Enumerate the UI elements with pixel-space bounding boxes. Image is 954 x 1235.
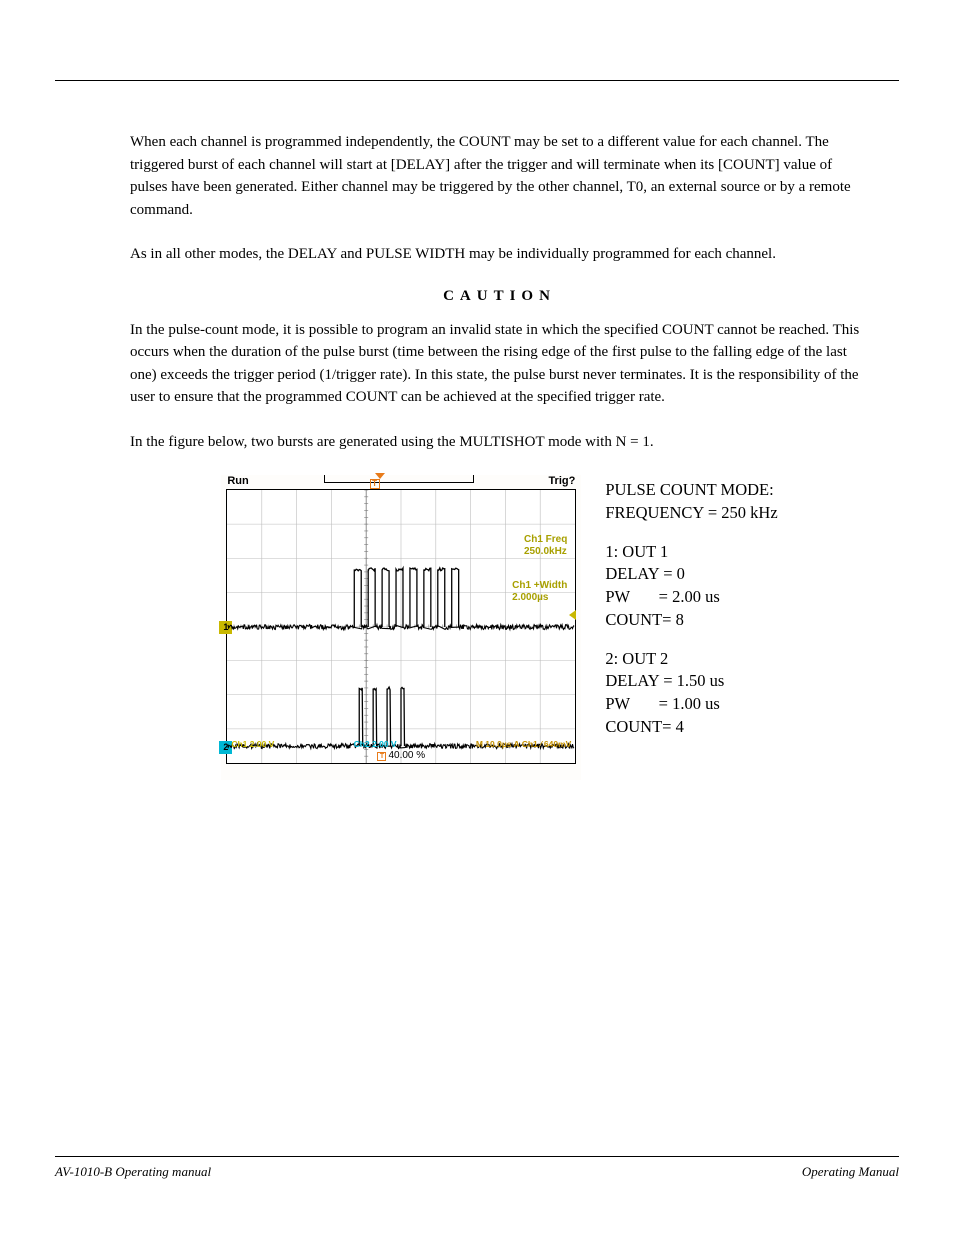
ch1-scale-label: Ch1 2.00 V — [231, 739, 274, 749]
footer-right: Operating Manual — [802, 1164, 899, 1180]
figure-row: Run T Trig? 1 2 Ch1 — [130, 475, 869, 780]
header-rule — [55, 80, 899, 81]
scope-grid: 1 2 Ch1 Freq 250.0kHz Ch1 +Width 2.000µs — [226, 489, 576, 764]
pretrigger-readout: T40.00 % — [227, 750, 575, 761]
trig-label: Trig? — [548, 475, 575, 487]
page-content: When each channel is programmed independ… — [130, 131, 869, 780]
oscilloscope-screenshot: Run T Trig? 1 2 Ch1 — [221, 475, 581, 780]
anno-out1-delay: DELAY = 0 — [605, 563, 777, 586]
pretrig-t-icon: T — [377, 752, 386, 761]
pretrig-value: 40.00 % — [388, 750, 425, 761]
scope-status-bar: Run T Trig? — [221, 475, 581, 489]
ch2-scale-label: Ch2 2.00 V — [354, 739, 397, 749]
record-bracket: T — [324, 475, 474, 483]
anno-out1-count: COUNT= 8 — [605, 609, 777, 632]
trigger-t-marker: T — [370, 479, 380, 489]
timebase-label: M 10.0µs A Ch1 ⁄ 640mV — [476, 739, 571, 749]
footer-rule — [55, 1156, 899, 1157]
paragraph-4: In the figure below, two bursts are gene… — [130, 431, 869, 454]
anno-out2-title: 2: OUT 2 — [605, 648, 777, 671]
anno-title: PULSE COUNT MODE: — [605, 479, 777, 502]
scope-readout-row: Ch1 2.00 V Ch2 2.00 V M 10.0µs A Ch1 ⁄ 6… — [231, 739, 571, 749]
anno-out2-count: COUNT= 4 — [605, 716, 777, 739]
footer-row: AV-1010-B Operating manual Operating Man… — [55, 1164, 899, 1180]
footer-left: AV-1010-B Operating manual — [55, 1164, 211, 1180]
anno-out2-pw: PW = 1.00 us — [605, 693, 777, 716]
caution-heading: CAUTION — [130, 288, 869, 305]
anno-freq: FREQUENCY = 250 kHz — [605, 502, 777, 525]
waveform-svg — [227, 490, 575, 763]
anno-out1-pw: PW = 2.00 us — [605, 586, 777, 609]
paragraph-1: When each channel is programmed independ… — [130, 131, 869, 221]
paragraph-3: In the pulse-count mode, it is possible … — [130, 319, 869, 409]
paragraph-2: As in all other modes, the DELAY and PUL… — [130, 243, 869, 266]
figure-annotations: PULSE COUNT MODE: FREQUENCY = 250 kHz 1:… — [605, 475, 777, 780]
anno-out2-delay: DELAY = 1.50 us — [605, 670, 777, 693]
anno-out1-title: 1: OUT 1 — [605, 541, 777, 564]
run-label: Run — [227, 475, 248, 487]
